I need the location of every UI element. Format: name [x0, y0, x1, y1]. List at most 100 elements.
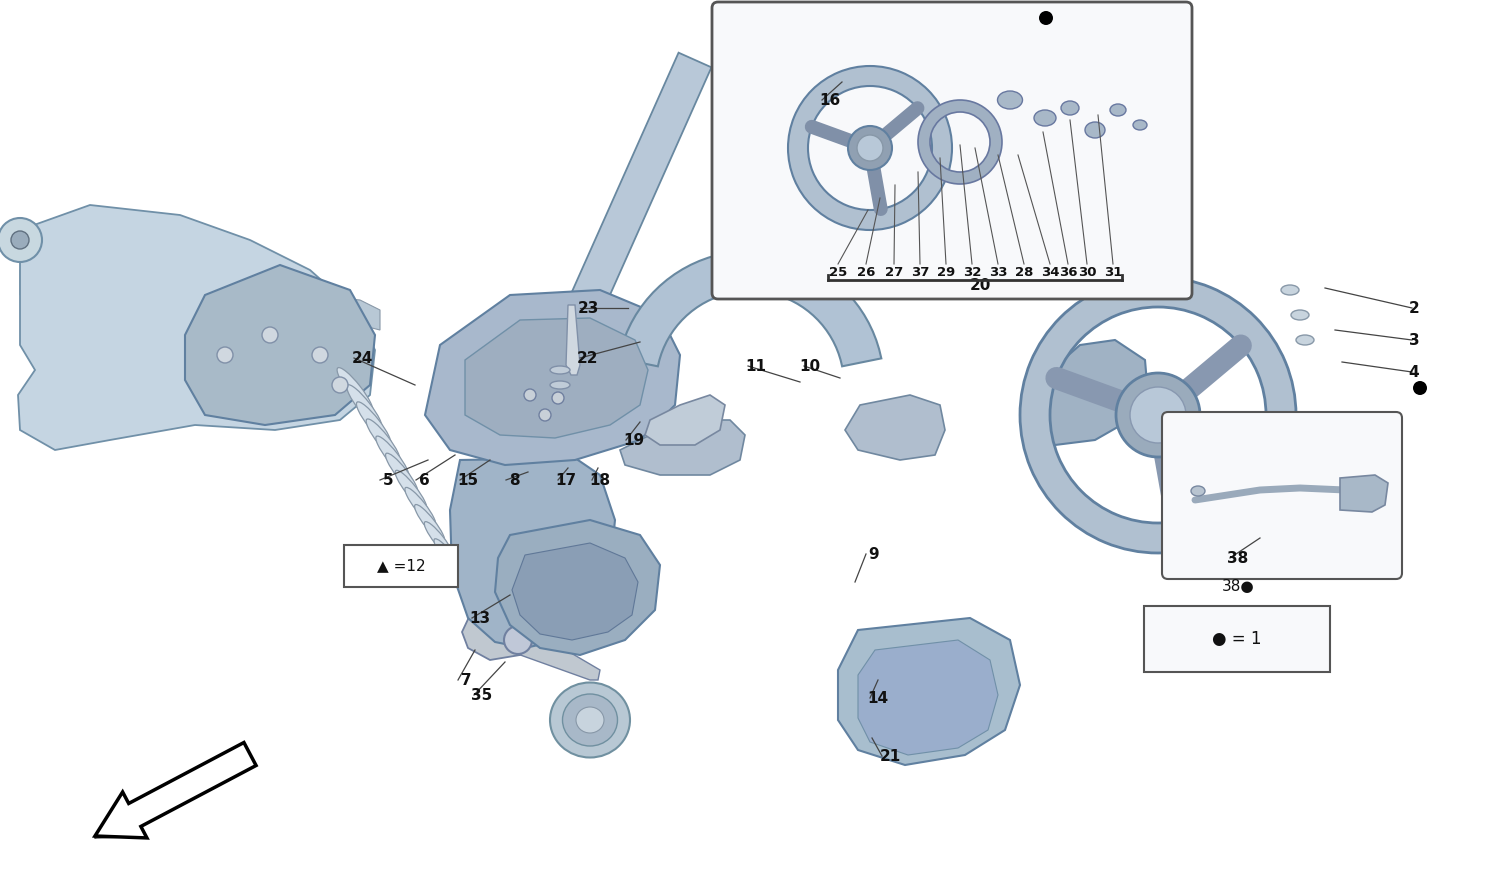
- Polygon shape: [1022, 340, 1148, 445]
- Text: 15: 15: [458, 473, 478, 488]
- Ellipse shape: [444, 556, 471, 591]
- Text: 30: 30: [1077, 265, 1096, 279]
- Polygon shape: [184, 265, 375, 425]
- Circle shape: [538, 409, 550, 421]
- Polygon shape: [512, 626, 600, 680]
- Text: 13: 13: [470, 611, 490, 626]
- Circle shape: [504, 626, 532, 654]
- FancyBboxPatch shape: [712, 2, 1192, 299]
- FancyBboxPatch shape: [344, 545, 458, 587]
- Ellipse shape: [357, 401, 392, 445]
- Polygon shape: [858, 640, 998, 755]
- Polygon shape: [566, 305, 580, 375]
- Circle shape: [856, 135, 883, 161]
- Polygon shape: [495, 520, 660, 655]
- Text: 20: 20: [969, 278, 990, 293]
- Text: 28: 28: [1016, 265, 1034, 279]
- Text: 7: 7: [460, 673, 471, 687]
- Ellipse shape: [376, 436, 410, 477]
- Polygon shape: [513, 53, 711, 437]
- Circle shape: [524, 389, 536, 401]
- Text: 26: 26: [856, 265, 874, 279]
- Circle shape: [1130, 387, 1186, 443]
- Ellipse shape: [1281, 285, 1299, 295]
- Polygon shape: [424, 290, 680, 465]
- Ellipse shape: [1110, 104, 1126, 116]
- Text: 31: 31: [1104, 265, 1122, 279]
- Text: 8: 8: [509, 473, 519, 488]
- Text: ▲ =12: ▲ =12: [376, 559, 426, 573]
- Polygon shape: [618, 251, 882, 367]
- Ellipse shape: [576, 707, 604, 733]
- Ellipse shape: [346, 384, 382, 429]
- Circle shape: [1413, 381, 1426, 395]
- Text: 23: 23: [578, 301, 598, 315]
- Text: 21: 21: [879, 748, 900, 764]
- Text: 11: 11: [746, 359, 766, 374]
- Circle shape: [847, 126, 892, 170]
- Text: 14: 14: [867, 691, 888, 706]
- Ellipse shape: [483, 624, 507, 656]
- Text: 5: 5: [382, 473, 393, 488]
- Text: 6: 6: [419, 473, 429, 488]
- Ellipse shape: [414, 505, 444, 542]
- Text: 18: 18: [590, 473, 610, 488]
- Ellipse shape: [1296, 335, 1314, 345]
- Circle shape: [1116, 373, 1200, 457]
- Circle shape: [312, 347, 328, 363]
- Circle shape: [332, 377, 348, 393]
- Circle shape: [1040, 11, 1053, 25]
- Ellipse shape: [386, 453, 418, 493]
- Ellipse shape: [424, 522, 453, 558]
- FancyBboxPatch shape: [1144, 606, 1330, 672]
- Text: 24: 24: [351, 351, 372, 366]
- Text: 16: 16: [819, 93, 840, 108]
- Ellipse shape: [1292, 310, 1310, 320]
- Text: 27: 27: [885, 265, 903, 279]
- Text: 19: 19: [624, 433, 645, 448]
- Text: 25: 25: [830, 265, 848, 279]
- Text: 35: 35: [471, 687, 492, 702]
- Ellipse shape: [562, 694, 618, 746]
- Polygon shape: [844, 395, 945, 460]
- Text: 9: 9: [868, 546, 879, 562]
- Text: 4: 4: [1408, 365, 1419, 379]
- Ellipse shape: [453, 573, 480, 607]
- Ellipse shape: [405, 488, 436, 526]
- Ellipse shape: [550, 366, 570, 374]
- Text: 10: 10: [800, 359, 820, 374]
- Text: 17: 17: [555, 473, 576, 488]
- Polygon shape: [620, 420, 746, 475]
- Ellipse shape: [1191, 486, 1204, 496]
- Ellipse shape: [998, 91, 1023, 109]
- Ellipse shape: [1060, 101, 1078, 115]
- Text: 29: 29: [938, 265, 956, 279]
- Circle shape: [217, 347, 232, 363]
- Text: 38●: 38●: [1221, 578, 1254, 594]
- Text: 32: 32: [963, 265, 981, 279]
- Polygon shape: [512, 543, 638, 640]
- Text: ● = 1: ● = 1: [1212, 630, 1261, 648]
- Text: 34: 34: [1041, 265, 1059, 279]
- Polygon shape: [645, 395, 724, 445]
- Text: 3: 3: [1408, 333, 1419, 347]
- Polygon shape: [18, 205, 375, 450]
- Polygon shape: [462, 605, 536, 660]
- Text: 22: 22: [578, 351, 598, 366]
- Polygon shape: [450, 458, 615, 648]
- Polygon shape: [1340, 475, 1388, 512]
- Ellipse shape: [366, 419, 400, 461]
- Ellipse shape: [1084, 122, 1106, 138]
- Ellipse shape: [1034, 110, 1056, 126]
- Text: 36: 36: [1059, 265, 1077, 279]
- Ellipse shape: [550, 381, 570, 389]
- Text: 37: 37: [910, 265, 928, 279]
- Circle shape: [10, 231, 28, 249]
- Polygon shape: [20, 270, 380, 330]
- FancyArrow shape: [94, 742, 256, 838]
- Text: 2: 2: [1408, 301, 1419, 315]
- Polygon shape: [839, 618, 1020, 765]
- Ellipse shape: [464, 590, 489, 623]
- Circle shape: [552, 392, 564, 404]
- Ellipse shape: [433, 538, 462, 575]
